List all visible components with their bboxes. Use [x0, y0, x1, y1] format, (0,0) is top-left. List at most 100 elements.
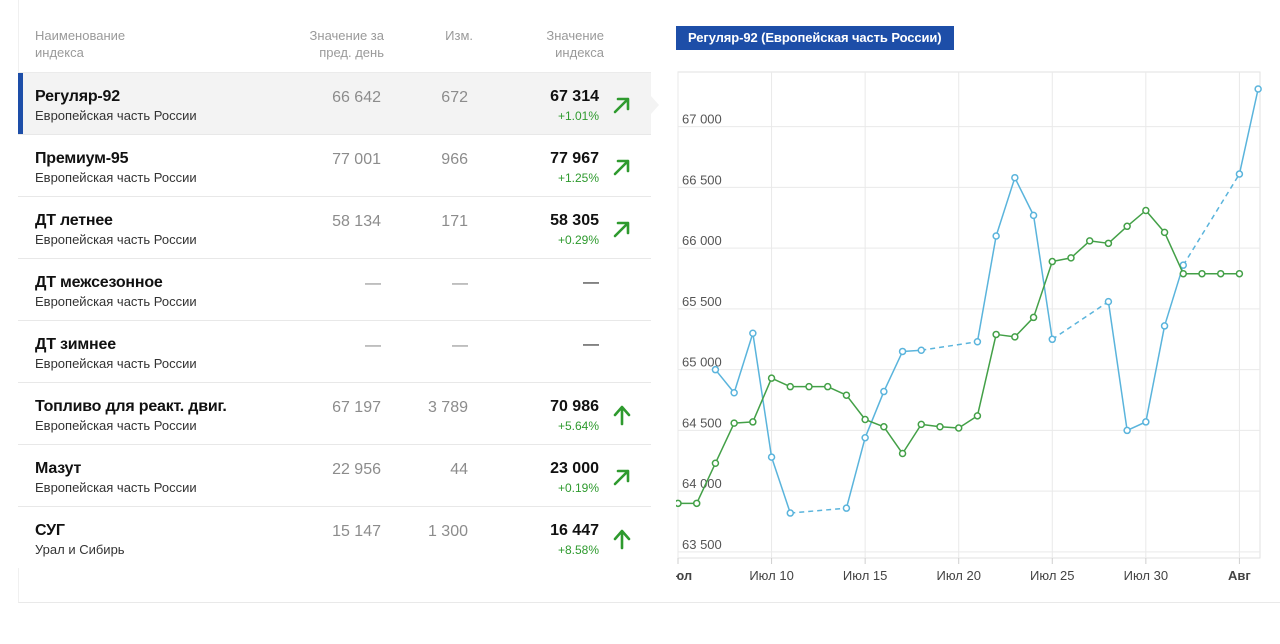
index-name: Премиум-95	[35, 150, 129, 167]
table-row[interactable]: ДТ летнее Европейская часть России 58 134 1…	[18, 196, 651, 258]
series-2-point	[1179, 269, 1188, 278]
series-2-segment	[976, 334, 997, 417]
series-2-segment	[1032, 261, 1053, 318]
index-value: 77 967	[550, 150, 599, 167]
prev-day-value: —	[365, 337, 381, 354]
series-1-segment	[790, 507, 847, 514]
series-2-segment	[696, 462, 717, 504]
series-1-point	[898, 347, 907, 356]
series-2-point	[805, 382, 813, 391]
series-2-point	[1029, 313, 1038, 322]
series-1-segment	[883, 351, 904, 392]
prev-day-value: 77 001	[332, 151, 381, 168]
index-region: Европейская часть России	[35, 418, 197, 433]
prev-day-value: 66 642	[332, 89, 381, 106]
series-1-segment	[752, 333, 773, 458]
index-region: Европейская часть России	[35, 294, 197, 309]
index-table: Наименование индекса Значение за пред. д…	[18, 0, 651, 568]
series-2-point	[1067, 254, 1075, 262]
series-1-segment	[1032, 215, 1054, 340]
index-value: 23 000	[550, 460, 599, 477]
series-1-point	[1123, 426, 1131, 435]
series-2-point	[1011, 333, 1019, 341]
series-2-segment	[1126, 209, 1147, 227]
index-region: Европейская часть России	[35, 232, 197, 247]
series-1-point	[1011, 173, 1019, 182]
x-tick-label: Июл 15	[843, 568, 887, 583]
column-header-name: Наименование индекса	[35, 28, 126, 60]
table-row[interactable]: ДТ зимнее Европейская часть России — — —	[18, 320, 651, 382]
percent-change: +1.25%	[557, 171, 599, 185]
x-tick-label: Авг	[1228, 568, 1251, 583]
series-1-point	[842, 504, 851, 512]
series-2-point	[1216, 269, 1225, 278]
index-region: Европейская часть России	[35, 356, 197, 371]
prev-day-value: —	[365, 275, 381, 292]
change-value: 44	[450, 461, 468, 478]
change-value: 672	[441, 89, 468, 106]
series-1-point	[917, 346, 926, 354]
series-2-point	[730, 419, 738, 427]
index-value: —	[583, 336, 599, 353]
series-1-segment	[733, 333, 754, 393]
x-tick-label: Июл 20	[936, 568, 980, 583]
change-value: 1 300	[427, 523, 468, 540]
series-2-point	[992, 330, 1000, 339]
change-value: 966	[441, 151, 468, 168]
series-1-segment	[1145, 325, 1166, 423]
price-chart: 63 500 64 000 64 500 65 000 65 500 66 000 66 5…	[676, 71, 1262, 583]
series-1-segment	[714, 369, 735, 394]
table-header: Наименование индекса Значение за пред. д…	[18, 0, 651, 72]
change-value: 171	[441, 213, 468, 230]
table-row[interactable]: ДТ межсезонное Европейская часть России — —…	[18, 258, 651, 320]
index-value: 58 305	[550, 212, 599, 229]
series-2-segment	[1107, 225, 1128, 244]
y-tick-label: 67 000	[682, 112, 722, 127]
series-2-segment	[1163, 232, 1184, 274]
table-row[interactable]: Мазут Европейская часть России 22 956 44 23 …	[18, 444, 651, 506]
series-2-point	[823, 382, 832, 391]
series-2-point	[1235, 269, 1244, 278]
series-1-segment	[995, 177, 1016, 237]
series-2-segment	[1014, 316, 1035, 338]
series-2-segment	[883, 426, 904, 454]
series-1-point	[1029, 211, 1038, 220]
percent-change: +0.19%	[557, 481, 599, 495]
x-tick-label: Июл 30	[1124, 568, 1168, 583]
series-2-point	[1048, 257, 1057, 266]
index-region: Европейская часть России	[35, 108, 197, 123]
series-2-segment	[845, 394, 866, 420]
table-row[interactable]: Топливо для реакт. двиг. Европейская част…	[18, 382, 651, 444]
index-region: Европейская часть России	[35, 170, 197, 185]
x-tick-label: Июл 25	[1030, 568, 1074, 583]
table-row[interactable]: Регуляр-92 Европейская часть России 66 642…	[18, 72, 651, 134]
y-tick-label: 64 000	[682, 476, 722, 491]
index-name: Мазут	[35, 460, 82, 477]
prev-day-value: 22 956	[332, 461, 381, 478]
series-2-point	[767, 374, 776, 382]
series-2-segment	[1145, 210, 1166, 233]
column-header-prev-value: Значение за пред. день	[309, 28, 384, 60]
index-name: Регуляр-92	[35, 88, 120, 105]
index-value: 67 314	[550, 88, 599, 105]
series-2-segment	[752, 377, 773, 423]
percent-change: +5.64%	[557, 419, 599, 433]
y-tick-label: 63 500	[682, 537, 722, 552]
series-2-point	[749, 418, 757, 426]
series-2-point	[676, 499, 682, 508]
y-tick-label: 64 500	[682, 415, 722, 430]
series-1-segment	[976, 235, 997, 342]
series-2-point	[973, 412, 982, 420]
series-2-point	[1123, 222, 1131, 231]
index-value: 70 986	[550, 398, 599, 415]
series-2-point	[1142, 206, 1150, 215]
y-tick-label: 65 500	[682, 294, 722, 309]
percent-change: +8.58%	[557, 543, 599, 557]
arrow-up-right-icon	[613, 159, 630, 176]
prev-day-value: 58 134	[332, 213, 381, 230]
table-row[interactable]: СУГ Урал и Сибирь 15 147 1 300 16 447 +8.58%	[18, 506, 651, 568]
arrow-up-right-icon	[613, 221, 630, 238]
series-2-point	[861, 415, 869, 424]
series-1-point	[1142, 418, 1150, 426]
table-row[interactable]: Премиум-95 Европейская часть России 77 001…	[18, 134, 651, 196]
